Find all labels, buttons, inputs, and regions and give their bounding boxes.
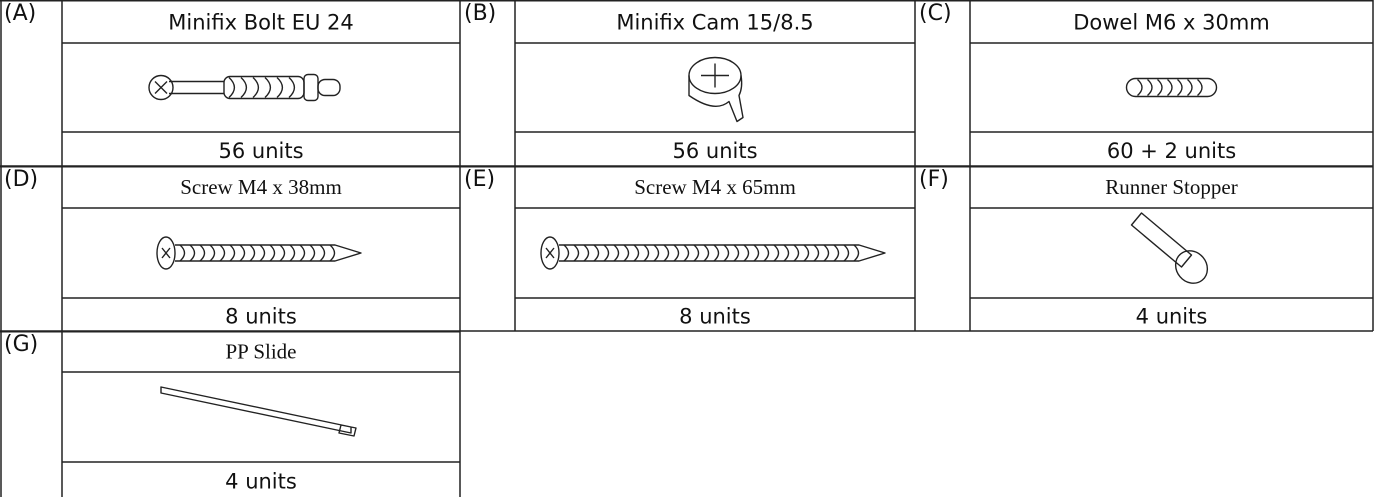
cam-body bbox=[688, 75, 744, 123]
part-name: Screw M4 x 38mm bbox=[180, 175, 342, 199]
screw-thread bbox=[563, 244, 860, 262]
part-quantity: 4 units bbox=[225, 470, 297, 494]
part-cell: (E) Screw M4 x 65mm 8 units bbox=[460, 166, 916, 332]
part-cell: (A) Minifix Bolt EU 24 56 units bbox=[0, 0, 461, 167]
bolt-head bbox=[148, 74, 174, 101]
part-quantity: 56 units bbox=[672, 139, 757, 163]
bolt-thread-lines bbox=[228, 76, 296, 99]
part-illustration bbox=[1125, 77, 1218, 98]
part-name: Minifix Cam 15/8.5 bbox=[616, 11, 813, 35]
part-name: Screw M4 x 65mm bbox=[634, 175, 796, 199]
screw-cross bbox=[545, 247, 555, 259]
part-name: Dowel M6 x 30mm bbox=[1073, 11, 1270, 35]
stopper-body bbox=[1130, 212, 1193, 268]
bolt-shaft bbox=[169, 80, 224, 95]
stopper-cap bbox=[1174, 250, 1209, 284]
part-illustration bbox=[540, 236, 886, 270]
part-cell: (G) PP Slide 4 units bbox=[0, 331, 461, 497]
part-label: (B) bbox=[464, 1, 496, 26]
bolt-tip bbox=[317, 78, 341, 97]
bolt-collar bbox=[303, 73, 319, 102]
part-label: (C) bbox=[919, 1, 952, 26]
part-quantity: 60 + 2 units bbox=[1107, 139, 1236, 163]
part-illustration bbox=[1130, 212, 1209, 284]
part-illustration bbox=[688, 56, 744, 123]
screw-shaft bbox=[175, 244, 362, 262]
part-cell: (D) Screw M4 x 38mm 8 units bbox=[0, 166, 461, 332]
screw-head bbox=[540, 236, 560, 270]
part-quantity: 56 units bbox=[218, 139, 303, 163]
part-quantity: 8 units bbox=[679, 305, 751, 329]
part-illustration bbox=[160, 386, 357, 437]
part-quantity: 4 units bbox=[1136, 305, 1208, 329]
part-cell: (C) Dowel M6 x 30mm 60 + 2 units bbox=[915, 0, 1374, 167]
part-label: (D) bbox=[4, 167, 38, 192]
screw-shaft bbox=[559, 244, 886, 262]
screw-head bbox=[156, 236, 176, 270]
screw-cross bbox=[161, 247, 171, 259]
dowel-grooves bbox=[1137, 78, 1203, 97]
slide-bar bbox=[160, 386, 357, 437]
screw-thread bbox=[179, 244, 336, 262]
part-label: (G) bbox=[4, 332, 38, 357]
part-name: Minifix Bolt EU 24 bbox=[168, 11, 353, 35]
dowel-body bbox=[1125, 77, 1218, 98]
part-name: Runner Stopper bbox=[1105, 175, 1237, 199]
part-label: (A) bbox=[4, 1, 36, 26]
part-name: PP Slide bbox=[226, 339, 297, 363]
bolt-cross bbox=[154, 81, 168, 94]
part-cell: (B) Minifix Cam 15/8.5 56 units bbox=[460, 0, 916, 167]
part-illustration bbox=[148, 73, 341, 102]
cam-cross bbox=[701, 63, 729, 88]
part-quantity: 8 units bbox=[225, 305, 297, 329]
part-illustration bbox=[156, 236, 362, 270]
part-cell: (F) Runner Stopper 4 units bbox=[915, 166, 1374, 332]
part-label: (E) bbox=[464, 167, 495, 192]
part-label: (F) bbox=[919, 167, 949, 192]
